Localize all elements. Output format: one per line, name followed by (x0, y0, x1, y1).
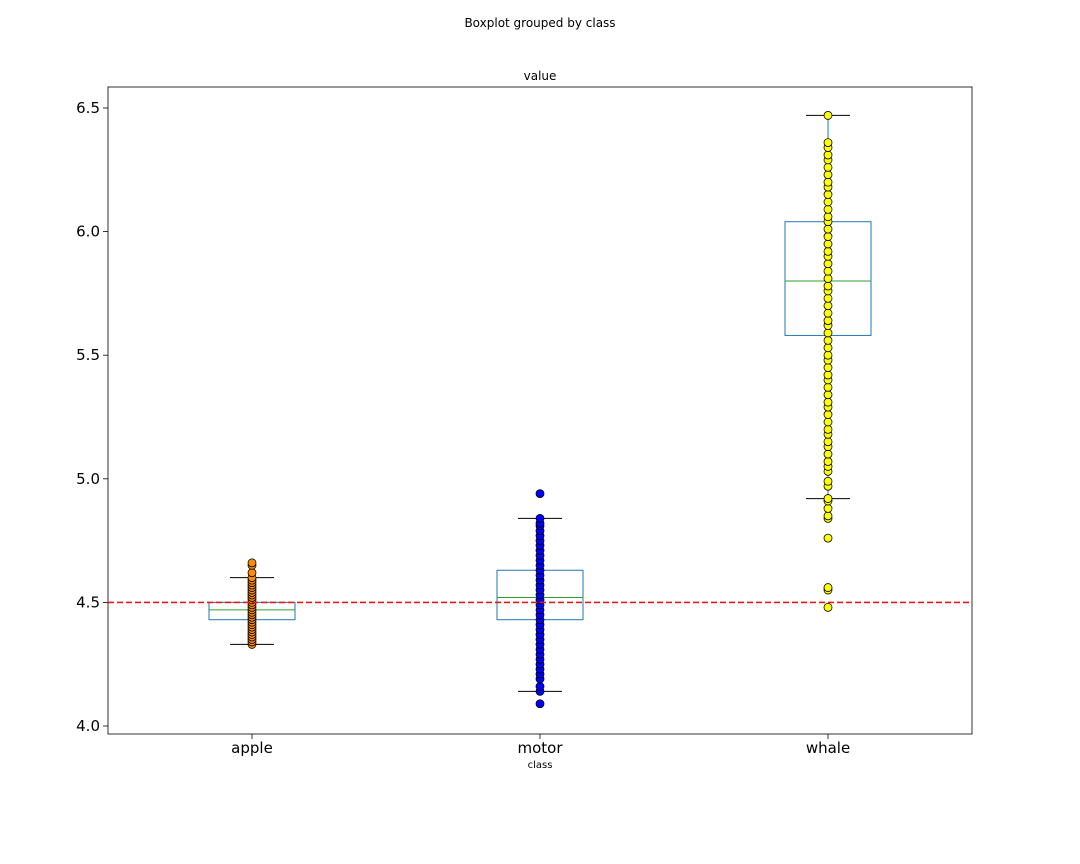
data-point (823, 390, 833, 400)
chart-subtitle: value (524, 69, 557, 83)
data-point (823, 494, 833, 503)
data-point (823, 328, 833, 338)
x-tick-label: apple (231, 739, 273, 757)
data-point (823, 457, 833, 466)
y-tick-label: 4.0 (76, 717, 100, 735)
data-point (823, 232, 833, 241)
box-group-motor (496, 489, 584, 709)
data-point (823, 437, 833, 447)
data-point (823, 170, 833, 180)
data-point (247, 558, 257, 568)
data-point (535, 682, 545, 691)
data-point (823, 281, 833, 291)
data-point (535, 699, 545, 709)
y-tick-label: 6.5 (76, 99, 100, 117)
data-point (823, 316, 833, 325)
chart-title: Boxplot grouped by class (464, 16, 615, 30)
data-point (823, 190, 833, 199)
data-point (823, 162, 833, 172)
data-point (823, 397, 833, 407)
box-group-whale (784, 111, 872, 612)
data-point (823, 177, 833, 187)
data-point (823, 476, 833, 486)
data-point (247, 568, 257, 578)
data-point (823, 504, 833, 513)
y-tick-label: 5.5 (76, 346, 100, 364)
data-point (535, 489, 545, 499)
y-tick-label: 6.0 (76, 223, 100, 241)
data-point (823, 350, 833, 360)
data-point (823, 417, 833, 427)
x-tick-label: motor (517, 739, 563, 757)
data-point (823, 335, 833, 345)
data-point (823, 266, 833, 276)
data-point (823, 274, 833, 283)
data-point (535, 513, 545, 523)
x-axis-label: class (528, 760, 553, 771)
data-point (823, 212, 833, 222)
data-point (823, 382, 833, 392)
data-point (823, 197, 833, 207)
y-tick-label: 5.0 (76, 470, 100, 488)
x-tick-label: whale (806, 739, 850, 757)
data-point (823, 301, 833, 311)
data-point (823, 150, 833, 160)
data-point (823, 449, 833, 459)
data-point (823, 343, 833, 353)
data-point (823, 583, 833, 592)
data-point (823, 370, 833, 380)
data-point (823, 293, 833, 303)
data-point (823, 138, 833, 148)
data-point (823, 239, 833, 249)
data-point (823, 259, 833, 269)
data-point (823, 424, 833, 434)
data-point (823, 511, 833, 521)
plot-area: 4.0 4.5 5.0 5.5 6.0 6.5 apple motor whale (76, 86, 973, 757)
data-point (823, 246, 833, 256)
box-group-apple (208, 558, 296, 649)
data-point (823, 204, 833, 214)
data-point (823, 410, 833, 419)
data-point (823, 602, 833, 612)
data-point (823, 308, 833, 318)
data-point (823, 533, 833, 543)
y-tick-label: 4.5 (76, 593, 100, 611)
data-point (823, 363, 833, 372)
data-point (823, 224, 833, 234)
data-point (823, 111, 833, 120)
